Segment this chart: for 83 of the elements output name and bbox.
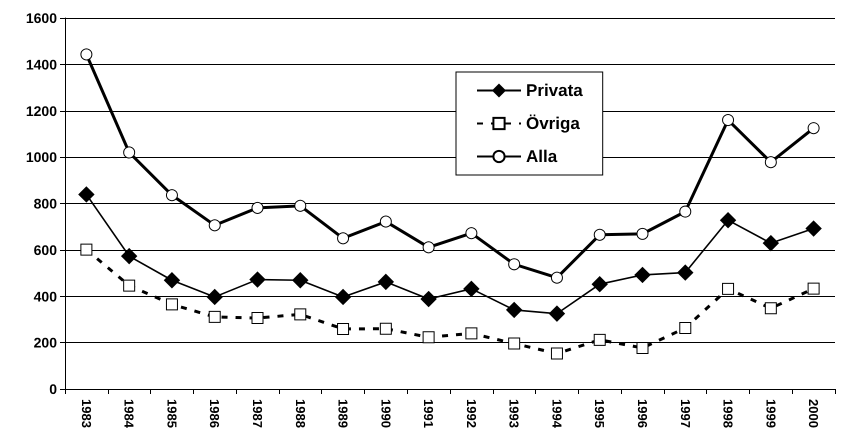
point bbox=[380, 216, 392, 228]
point bbox=[465, 327, 478, 340]
point bbox=[508, 338, 520, 350]
point bbox=[121, 248, 138, 264]
x-tick-label: 1986 bbox=[207, 399, 222, 428]
y-tick-label: 200 bbox=[34, 334, 58, 351]
point bbox=[337, 232, 350, 244]
y-tick-label: 1400 bbox=[26, 56, 58, 72]
point bbox=[123, 146, 136, 158]
point bbox=[764, 302, 777, 314]
legend-label: Övriga bbox=[526, 114, 580, 133]
point bbox=[206, 288, 223, 305]
point bbox=[250, 272, 266, 288]
point bbox=[252, 312, 264, 324]
point bbox=[123, 280, 136, 292]
point bbox=[636, 228, 648, 240]
point bbox=[80, 48, 92, 60]
x-tick-label: 1998 bbox=[720, 399, 736, 428]
point bbox=[506, 302, 522, 318]
point bbox=[722, 282, 734, 295]
point bbox=[808, 282, 820, 295]
point bbox=[679, 206, 692, 218]
point bbox=[166, 298, 178, 310]
point bbox=[335, 288, 352, 305]
x-tick-label: 1996 bbox=[635, 399, 650, 428]
legend-label: Alla bbox=[526, 147, 558, 166]
y-tick-label: 1200 bbox=[26, 102, 58, 119]
point bbox=[679, 322, 692, 334]
point bbox=[166, 189, 178, 202]
point bbox=[164, 272, 180, 288]
point bbox=[378, 274, 394, 290]
point bbox=[78, 186, 94, 202]
point bbox=[762, 235, 779, 252]
point bbox=[208, 310, 221, 323]
x-tick-label: 1994 bbox=[549, 399, 564, 429]
y-tick-label: 1000 bbox=[26, 149, 58, 166]
point bbox=[292, 272, 308, 288]
point bbox=[722, 114, 734, 126]
point bbox=[422, 331, 435, 344]
point bbox=[337, 322, 350, 335]
y-tick-label: 0 bbox=[49, 381, 58, 397]
point bbox=[808, 122, 820, 134]
point bbox=[720, 212, 736, 228]
x-tick-label: 1993 bbox=[506, 399, 522, 428]
y-tick-label: 600 bbox=[34, 242, 58, 258]
x-tick-label: 1991 bbox=[421, 399, 436, 428]
x-tick-label: 1990 bbox=[378, 399, 394, 428]
x-tick-label: 1992 bbox=[464, 399, 479, 428]
point bbox=[252, 202, 264, 214]
point bbox=[508, 258, 520, 270]
point bbox=[420, 291, 437, 308]
point bbox=[594, 334, 606, 346]
y-tick-label: 800 bbox=[34, 196, 58, 212]
point bbox=[463, 280, 480, 297]
x-tick-label: 1989 bbox=[336, 399, 351, 428]
y-tick-label: 400 bbox=[34, 288, 58, 304]
point bbox=[592, 276, 608, 292]
y-tick-label: 1600 bbox=[26, 10, 58, 26]
point bbox=[294, 200, 306, 212]
point bbox=[380, 322, 392, 335]
point bbox=[594, 228, 606, 241]
x-tick-label: 2000 bbox=[806, 399, 822, 428]
x-tick-label: 1987 bbox=[250, 399, 265, 428]
point bbox=[806, 220, 822, 237]
point bbox=[550, 348, 563, 360]
x-tick-label: 1995 bbox=[592, 399, 608, 428]
point bbox=[294, 308, 306, 320]
x-tick-label: 1997 bbox=[678, 399, 693, 428]
x-tick-label: 1984 bbox=[122, 399, 137, 429]
point bbox=[764, 156, 777, 168]
point bbox=[465, 227, 478, 240]
point bbox=[548, 306, 565, 322]
point bbox=[550, 272, 563, 284]
point bbox=[677, 264, 694, 281]
x-tick-label: 1999 bbox=[763, 399, 778, 428]
point bbox=[208, 219, 221, 232]
point bbox=[80, 244, 92, 256]
x-tick-label: 1988 bbox=[292, 399, 308, 428]
point bbox=[634, 266, 650, 283]
point bbox=[422, 241, 435, 254]
legend-label: Privata bbox=[526, 81, 584, 100]
x-tick-label: 1985 bbox=[164, 399, 180, 428]
x-tick-label: 1983 bbox=[78, 399, 94, 428]
